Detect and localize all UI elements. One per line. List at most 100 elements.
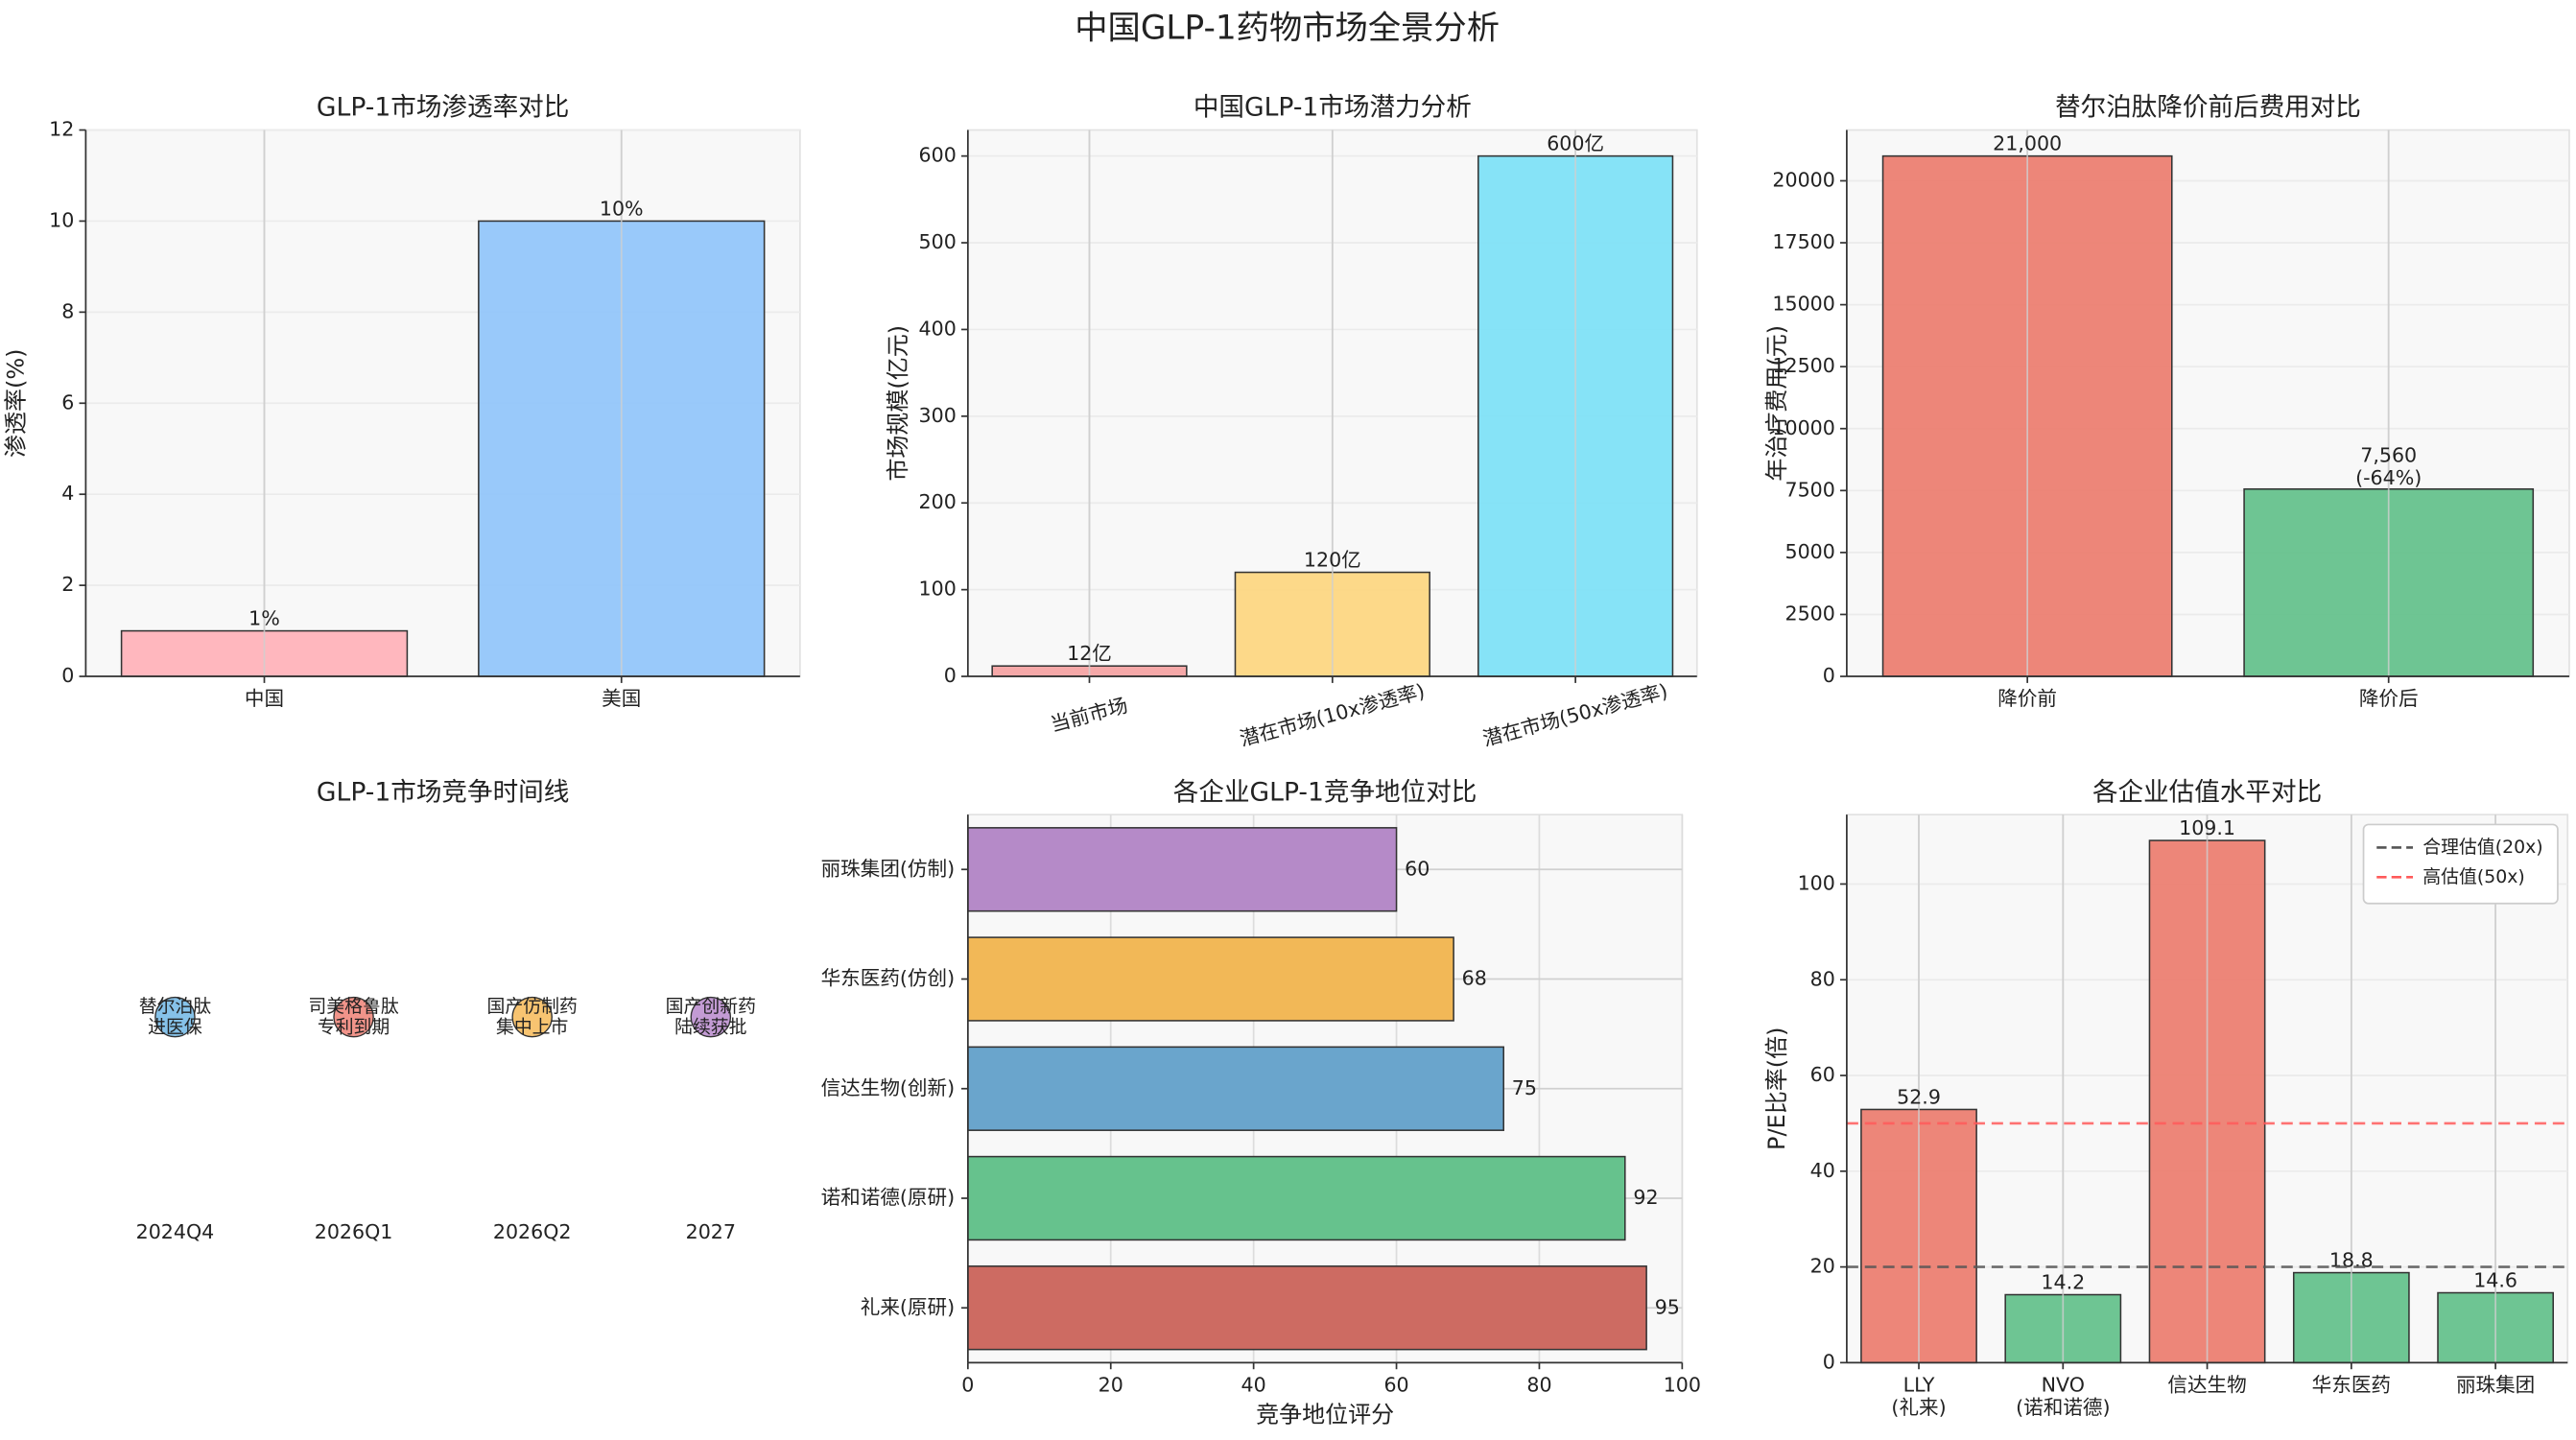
x-tick-label: 美国 — [602, 687, 641, 710]
y-tick-label: 0 — [1823, 1350, 1835, 1373]
chart-title: GLP-1市场竞争时间线 — [317, 777, 569, 807]
event-dot — [333, 996, 374, 1038]
y-tick-label: 400 — [919, 317, 957, 340]
y-tick-label: 17500 — [1772, 230, 1834, 253]
value-label: 75 — [1512, 1076, 1537, 1099]
value-label: 120亿 — [1304, 549, 1361, 572]
value-label: 1% — [248, 607, 280, 630]
y-tick-label: 600 — [919, 144, 957, 167]
y-tick-label: 8 — [61, 299, 74, 322]
y-tick-label: 诺和诺德(原研) — [821, 1186, 956, 1209]
y-tick-label: 60 — [1810, 1063, 1835, 1086]
event-label: 国产仿制药集中上市 — [487, 995, 578, 1037]
y-axis-label: 市场规模(亿元) — [885, 325, 911, 482]
chart-title: GLP-1市场渗透率对比 — [317, 93, 569, 123]
value-label: 21,000 — [1993, 132, 2062, 155]
y-tick-label: 12 — [49, 118, 74, 141]
y-tick-label: 15000 — [1772, 293, 1834, 316]
event-label: 替尔泊肽进医保 — [139, 995, 212, 1037]
y-tick-label: 100 — [1798, 871, 1835, 894]
bar — [967, 1265, 1647, 1351]
bar — [967, 827, 1398, 912]
event-label: 司美格鲁肽专利到期 — [308, 995, 398, 1037]
x-tick-label: 40 — [1241, 1373, 1266, 1396]
x-tick-label: LLY (礼来) — [1891, 1373, 1946, 1419]
x-tick-label: 80 — [1526, 1373, 1551, 1396]
x-tick-label: 中国 — [245, 687, 284, 710]
value-label: 18.8 — [2329, 1249, 2374, 1272]
event-dot — [690, 996, 732, 1038]
value-label: 68 — [1462, 967, 1487, 990]
x-tick-label: 0 — [961, 1373, 974, 1396]
chart-title: 替尔泊肽降价前后费用对比 — [2055, 93, 2361, 123]
event-date: 2024Q4 — [136, 1220, 215, 1243]
y-tick-label: 丽珠集团(仿制) — [821, 857, 956, 880]
x-axis-label: 竞争地位评分 — [1256, 1401, 1394, 1428]
event-label: 国产创新药陆续获批 — [666, 995, 756, 1037]
y-tick-label: 7500 — [1785, 478, 1835, 501]
event-date: 2026Q2 — [493, 1220, 572, 1243]
legend-label: 合理估值(20x) — [2422, 837, 2542, 858]
x-tick-label: 100 — [1664, 1373, 1701, 1396]
value-label: 52.9 — [1897, 1085, 1941, 1108]
y-tick-label: 2 — [61, 573, 74, 596]
y-axis-label: 渗透率(%) — [2, 349, 29, 459]
value-label: 12亿 — [1067, 642, 1112, 665]
event-dot — [154, 996, 196, 1038]
x-tick-label: 信达生物 — [2167, 1373, 2246, 1396]
y-tick-label: 0 — [944, 664, 957, 687]
y-tick-label: 0 — [1823, 664, 1835, 687]
y-tick-label: 20 — [1810, 1255, 1835, 1278]
value-label: 14.6 — [2473, 1269, 2517, 1292]
y-tick-label: 500 — [919, 230, 957, 253]
x-tick-label: 降价后 — [2359, 687, 2419, 710]
x-tick-label: 潜在市场(50x渗透率) — [1480, 679, 1670, 751]
y-tick-label: 200 — [919, 490, 957, 513]
value-label: 95 — [1655, 1295, 1680, 1318]
x-tick-label: 丽珠集团 — [2456, 1373, 2535, 1396]
x-tick-label: 当前市场 — [1048, 694, 1130, 736]
y-tick-label: 华东医药(仿创) — [821, 967, 956, 990]
bar — [967, 1046, 1504, 1131]
x-tick-label: 20 — [1099, 1373, 1123, 1396]
y-tick-label: 0 — [61, 664, 74, 687]
value-label: 7,560 (-64%) — [2355, 443, 2422, 489]
y-tick-label: 12500 — [1772, 354, 1834, 377]
value-label: 600亿 — [1547, 132, 1604, 155]
y-tick-label: 5000 — [1785, 540, 1835, 563]
value-label: 60 — [1405, 857, 1430, 880]
y-tick-label: 4 — [61, 482, 74, 505]
bar — [967, 1155, 1626, 1241]
x-tick-label: 降价前 — [1997, 687, 2057, 710]
figure-title: 中国GLP-1药物市场全景分析 — [1075, 9, 1500, 47]
value-label: 14.2 — [2041, 1271, 2085, 1294]
y-axis-label: P/E比率(倍) — [1763, 1027, 1790, 1150]
y-tick-label: 20000 — [1772, 168, 1834, 191]
x-tick-label: 潜在市场(10x渗透率) — [1238, 679, 1428, 751]
chart-title: 各企业GLP-1竞争地位对比 — [1173, 777, 1477, 807]
chart-title: 中国GLP-1市场潜力分析 — [1193, 93, 1472, 123]
y-tick-label: 80 — [1810, 967, 1835, 990]
y-tick-label: 礼来(原研) — [861, 1295, 955, 1318]
y-tick-label: 100 — [919, 578, 957, 601]
chart-title: 各企业估值水平对比 — [2092, 777, 2322, 807]
legend-label: 高估值(50x) — [2422, 866, 2524, 887]
y-tick-label: 10 — [49, 208, 74, 231]
y-tick-label: 6 — [61, 390, 74, 413]
legend — [2362, 823, 2559, 905]
y-tick-label: 10000 — [1772, 416, 1834, 439]
y-axis-label: 年治疗费用(元) — [1763, 325, 1790, 482]
value-label: 10% — [600, 197, 644, 220]
event-date: 2027 — [686, 1220, 736, 1243]
x-tick-label: 华东医药 — [2312, 1373, 2391, 1396]
y-tick-label: 40 — [1810, 1159, 1835, 1182]
y-tick-label: 信达生物(创新) — [821, 1076, 956, 1099]
x-tick-label: 60 — [1383, 1373, 1408, 1396]
bar — [967, 936, 1454, 1022]
event-date: 2026Q1 — [315, 1220, 393, 1243]
value-label: 92 — [1633, 1186, 1658, 1209]
value-label: 109.1 — [2179, 816, 2235, 839]
event-dot — [511, 996, 553, 1038]
